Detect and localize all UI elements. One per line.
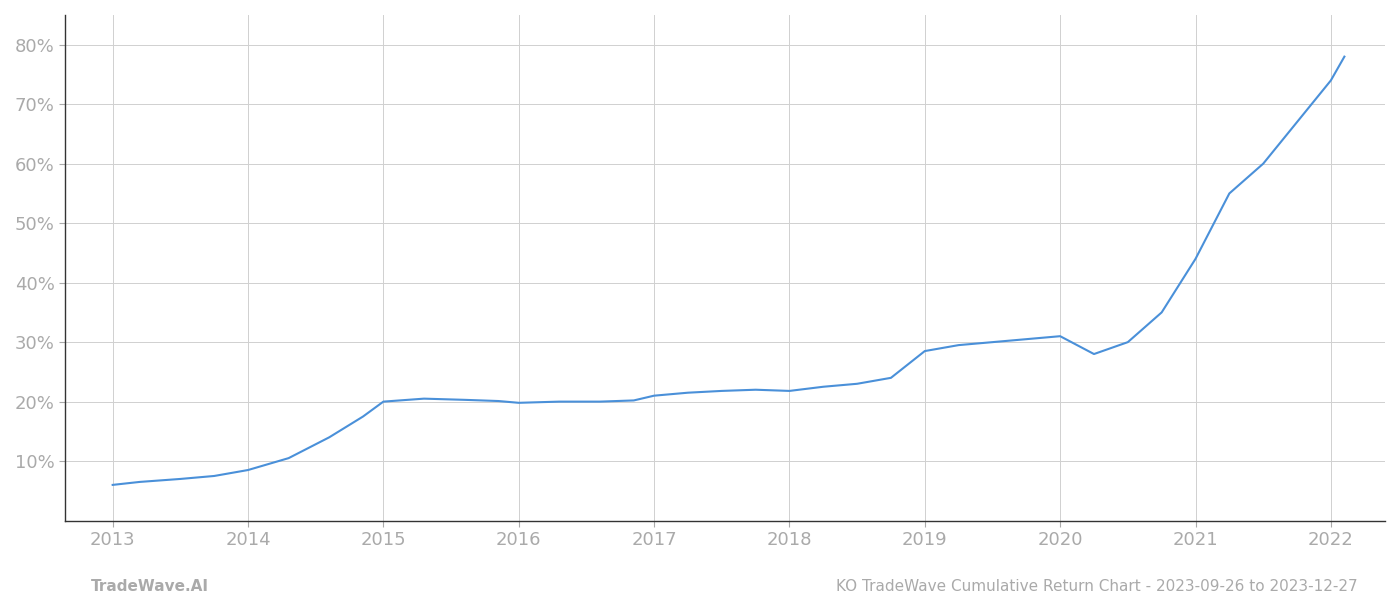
Text: TradeWave.AI: TradeWave.AI: [91, 579, 209, 594]
Text: KO TradeWave Cumulative Return Chart - 2023-09-26 to 2023-12-27: KO TradeWave Cumulative Return Chart - 2…: [836, 579, 1358, 594]
